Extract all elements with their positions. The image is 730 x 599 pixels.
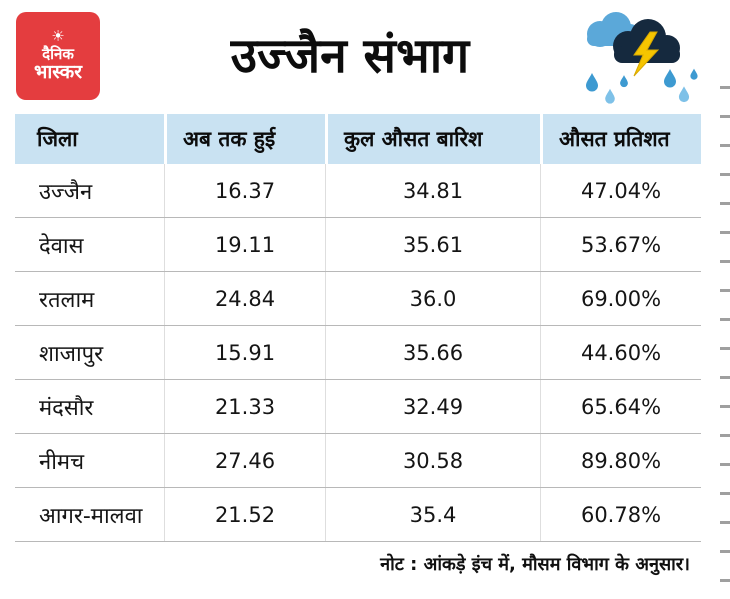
district-name: नीमच (39, 449, 85, 475)
so-far-value: 21.52 (164, 488, 325, 541)
so-far-value: 24.84 (164, 272, 325, 325)
so-far-value: 15.91 (164, 326, 325, 379)
avg-total-value: 35.66 (325, 326, 540, 379)
avg-total-value: 30.58 (325, 434, 540, 487)
logo-text-line1: दैनिक (42, 45, 74, 64)
so-far-value: 27.46 (164, 434, 325, 487)
avg-percent-value: 69.00% (540, 272, 701, 325)
avg-percent-value: 44.60% (540, 326, 701, 379)
storm-cloud-rain-icon (570, 8, 702, 108)
district-name: मंदसौर (39, 395, 94, 421)
right-edge-ticks (720, 86, 730, 599)
so-far-value: 16.37 (164, 164, 325, 217)
district-name: शाजापुर (39, 341, 104, 367)
column-header-avg-percent: औसत प्रतिशत (540, 114, 701, 164)
page-title: उज्जैन संभाग (230, 28, 470, 84)
table-row: नीमच 27.46 30.58 89.80% (15, 434, 701, 488)
table-row: मंदसौर 21.33 32.49 65.64% (15, 380, 701, 434)
rainfall-table: जिला अब तक हुई कुल औसत बारिश औसत प्रतिशत… (15, 114, 701, 542)
table-row: देवास 19.11 35.61 53.67% (15, 218, 701, 272)
table-row: शाजापुर 15.91 35.66 44.60% (15, 326, 701, 380)
logo-text-line2: भास्कर (33, 61, 83, 84)
avg-total-value: 35.61 (325, 218, 540, 271)
sun-icon: ☀ (51, 27, 65, 46)
weather-icon-svg (586, 12, 698, 104)
table-header-row: जिला अब तक हुई कुल औसत बारिश औसत प्रतिशत (15, 114, 701, 164)
avg-total-value: 35.4 (325, 488, 540, 541)
table-row: उज्जैन 16.37 34.81 47.04% (15, 164, 701, 218)
footnote: नोट : आंकड़े इंच में, मौसम विभाग के अनुस… (380, 554, 690, 575)
avg-percent-value: 60.78% (540, 488, 701, 541)
column-header-district: जिला (15, 114, 164, 164)
district-name: उज्जैन (39, 179, 93, 205)
table-row: आगर-मालवा 21.52 35.4 60.78% (15, 488, 701, 542)
column-header-avg-total: कुल औसत बारिश (325, 114, 540, 164)
so-far-value: 19.11 (164, 218, 325, 271)
avg-percent-value: 53.67% (540, 218, 701, 271)
district-name: देवास (39, 233, 84, 259)
avg-percent-value: 65.64% (540, 380, 701, 433)
avg-percent-value: 89.80% (540, 434, 701, 487)
district-name: आगर-मालवा (39, 503, 143, 529)
avg-total-value: 34.81 (325, 164, 540, 217)
column-header-so-far: अब तक हुई (164, 114, 325, 164)
dainik-bhaskar-logo: ☀ दैनिक भास्कर (16, 12, 100, 100)
avg-percent-value: 47.04% (540, 164, 701, 217)
table-row: रतलाम 24.84 36.0 69.00% (15, 272, 701, 326)
avg-total-value: 32.49 (325, 380, 540, 433)
district-name: रतलाम (39, 287, 95, 313)
avg-total-value: 36.0 (325, 272, 540, 325)
so-far-value: 21.33 (164, 380, 325, 433)
